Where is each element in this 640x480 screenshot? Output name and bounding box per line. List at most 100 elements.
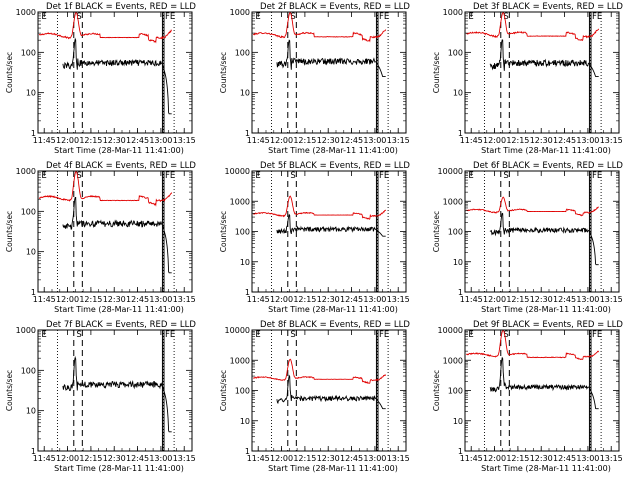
y-tick-label: 10: [453, 417, 463, 426]
x-tick-label: 12:30: [530, 295, 553, 304]
y-axis-label: Counts/sec: [5, 211, 14, 252]
x-tick-label: 12:15: [79, 295, 102, 304]
marker-letter-fe: FE: [379, 330, 389, 340]
marker-letter-s: S: [503, 330, 508, 340]
x-tick-label: 12:15: [79, 136, 102, 145]
x-tick-label: 12:45: [340, 295, 363, 304]
x-tick-label: 13:00: [149, 136, 172, 145]
panel-title: Det 9f BLACK = Events, RED = LLD: [473, 320, 623, 330]
marker-letter-fe: FE: [592, 12, 602, 22]
plot-frame: [251, 170, 407, 293]
x-tick-label: 13:00: [149, 454, 172, 463]
x-tick-label: 13:15: [600, 295, 623, 304]
x-tick-label: 13:00: [363, 295, 386, 304]
plot-frame: [37, 170, 193, 293]
x-tick-label: 11:45: [33, 454, 56, 463]
events-series-line: [489, 356, 599, 410]
panel-det-9: Det 9f BLACK = Events, RED = LLDESFE1101…: [432, 320, 623, 473]
x-tick-label: 12:30: [103, 136, 126, 145]
lld-series-line: [38, 11, 172, 44]
lld-series-line: [466, 329, 600, 361]
x-tick-label: 12:45: [340, 136, 363, 145]
x-tick-label: 12:45: [553, 454, 576, 463]
x-tick-label: 13:15: [600, 454, 623, 463]
y-tick-label: 1: [31, 129, 36, 138]
marker-letter-fe: FE: [379, 171, 389, 181]
y-tick-label: 100: [448, 228, 463, 237]
x-axis-label: Start Time (28-Mar-11 11:41:00): [268, 146, 398, 155]
y-tick-label: 100: [448, 48, 463, 57]
y-tick-label: 1000: [443, 197, 463, 206]
lld-series-line: [38, 170, 173, 207]
x-tick-label: 13:00: [363, 136, 386, 145]
lld-series-line: [253, 195, 387, 220]
y-tick-label: 1000: [16, 8, 36, 17]
x-tick-label: 11:45: [460, 454, 483, 463]
x-tick-label: 13:15: [387, 136, 410, 145]
y-axis-label: Counts/sec: [219, 211, 228, 252]
marker-letter-s: S: [290, 171, 295, 181]
x-tick-label: 12:45: [126, 295, 149, 304]
x-tick-label: 13:15: [600, 136, 623, 145]
x-axis-label: Start Time (28-Mar-11 11:41:00): [54, 464, 184, 473]
x-tick-label: 12:00: [270, 454, 293, 463]
x-tick-label: 12:15: [506, 136, 529, 145]
marker-letter-s: S: [290, 330, 295, 340]
x-tick-label: 12:45: [126, 454, 149, 463]
panel-title: Det 1f BLACK = Events, RED = LLD: [46, 2, 196, 12]
x-tick-label: 13:00: [576, 454, 599, 463]
x-tick-label: 12:30: [103, 295, 126, 304]
events-series-line: [62, 37, 172, 115]
x-tick-label: 12:30: [317, 136, 340, 145]
x-axis-label: Start Time (28-Mar-11 11:41:00): [481, 464, 611, 473]
x-tick-label: 13:00: [576, 136, 599, 145]
x-tick-label: 12:30: [317, 454, 340, 463]
x-tick-label: 11:45: [247, 295, 270, 304]
marker-letter-fe: FE: [592, 171, 602, 181]
x-tick-label: 12:15: [293, 454, 316, 463]
y-axis-label: Counts/sec: [5, 370, 14, 411]
x-tick-label: 13:15: [387, 454, 410, 463]
y-tick-label: 100: [21, 48, 36, 57]
y-tick-label: 10000: [225, 167, 250, 176]
plot-frame: [37, 329, 193, 452]
y-tick-label: 100: [235, 48, 250, 57]
y-tick-label: 100: [21, 366, 36, 375]
events-series-line: [276, 213, 386, 237]
x-tick-label: 12:45: [340, 454, 363, 463]
y-tick-label: 1: [458, 129, 463, 138]
events-series-line: [489, 212, 599, 266]
panel-det-6: Det 6f BLACK = Events, RED = LLDESFE1101…: [432, 161, 623, 314]
y-tick-label: 10000: [225, 326, 250, 335]
events-series-line: [62, 355, 172, 433]
x-tick-label: 13:00: [149, 295, 172, 304]
x-tick-label: 13:15: [173, 136, 196, 145]
lld-series-line: [253, 358, 387, 384]
x-tick-label: 12:00: [270, 136, 293, 145]
x-tick-label: 12:30: [103, 454, 126, 463]
y-tick-label: 100: [21, 207, 36, 216]
y-tick-label: 10000: [438, 326, 463, 335]
y-tick-label: 10: [26, 248, 36, 257]
marker-letter-s: S: [503, 171, 508, 181]
y-tick-label: 10: [240, 89, 250, 98]
x-tick-label: 11:45: [460, 136, 483, 145]
panel-title: Det 4f BLACK = Events, RED = LLD: [46, 161, 196, 171]
x-axis-label: Start Time (28-Mar-11 11:41:00): [481, 305, 611, 314]
marker-letter-fe: FE: [165, 12, 175, 22]
panel-det-7: Det 7f BLACK = Events, RED = LLDESFE1101…: [5, 320, 196, 473]
x-tick-label: 12:45: [553, 295, 576, 304]
panel-title: Det 8f BLACK = Events, RED = LLD: [260, 320, 410, 330]
x-axis-label: Start Time (28-Mar-11 11:41:00): [54, 146, 184, 155]
events-series-line: [276, 374, 386, 410]
y-tick-label: 1000: [230, 197, 250, 206]
panel-title: Det 3f BLACK = Events, RED = LLD: [473, 2, 623, 12]
x-tick-label: 11:45: [33, 295, 56, 304]
x-tick-label: 12:00: [483, 295, 506, 304]
x-axis-label: Start Time (28-Mar-11 11:41:00): [481, 146, 611, 155]
x-tick-label: 12:15: [506, 454, 529, 463]
marker-letter-s: S: [290, 12, 295, 22]
y-tick-label: 10: [240, 417, 250, 426]
x-tick-label: 12:00: [56, 295, 79, 304]
y-tick-label: 1: [458, 447, 463, 456]
